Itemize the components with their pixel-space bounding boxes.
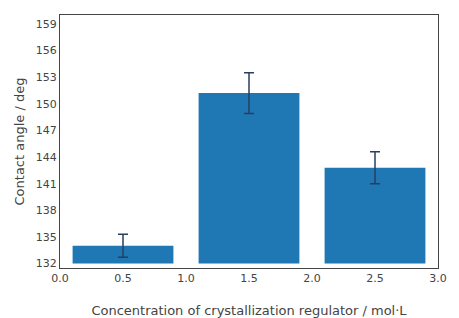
svg-text:144: 144	[36, 151, 57, 164]
svg-text:150: 150	[36, 98, 57, 111]
svg-text:156: 156	[36, 44, 57, 57]
svg-text:141: 141	[36, 178, 57, 191]
svg-text:135: 135	[36, 231, 57, 244]
svg-text:3.0: 3.0	[429, 272, 447, 285]
svg-text:1.0: 1.0	[177, 272, 195, 285]
svg-text:0.0: 0.0	[51, 272, 69, 285]
svg-text:Concentration of crystallizati: Concentration of crystallization regulat…	[91, 303, 407, 318]
svg-text:0.5: 0.5	[114, 272, 132, 285]
svg-text:138: 138	[36, 204, 57, 217]
svg-text:159: 159	[36, 18, 57, 31]
svg-text:2.5: 2.5	[366, 272, 384, 285]
svg-text:147: 147	[36, 124, 57, 137]
svg-text:2.0: 2.0	[303, 272, 321, 285]
svg-text:Contact angle / deg: Contact angle / deg	[12, 78, 27, 206]
svg-text:153: 153	[36, 71, 57, 84]
svg-text:132: 132	[36, 257, 57, 270]
svg-text:1.5: 1.5	[240, 272, 258, 285]
